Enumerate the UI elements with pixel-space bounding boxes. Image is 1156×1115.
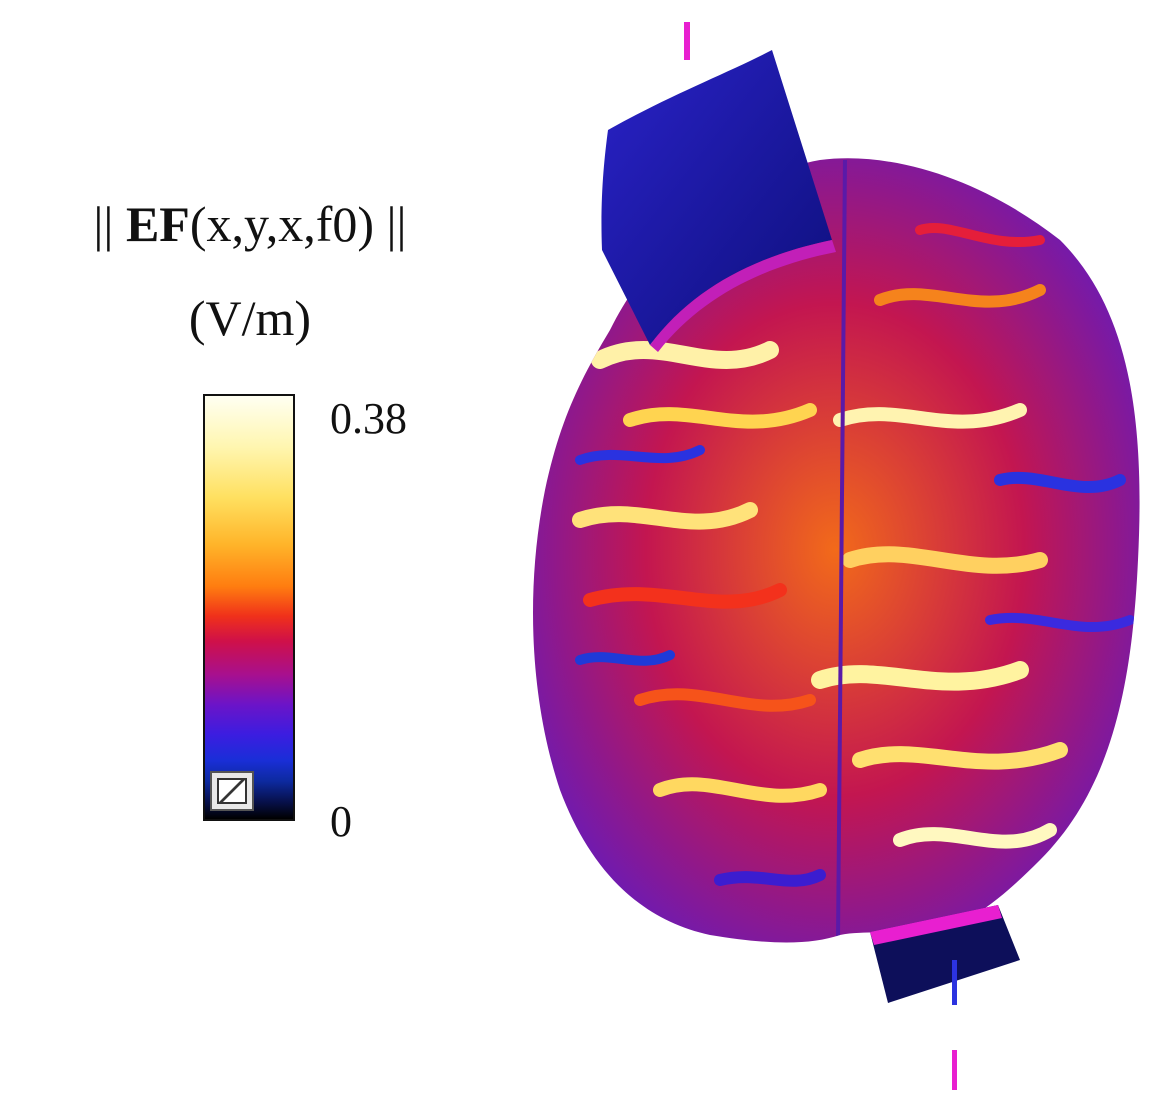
title-bold: EF — [125, 196, 190, 252]
title-open: || — [93, 196, 126, 252]
colorbar-title: || EF(x,y,x,f0) || — [0, 196, 500, 252]
bottom-electrode-wire — [952, 960, 957, 1090]
top-electrode-pad — [601, 50, 832, 345]
title-rest: (x,y,x,f0) || — [189, 196, 407, 252]
colorbar-min-label: 0 — [330, 797, 352, 846]
colorbar — [203, 394, 295, 821]
colormap-toggle-icon[interactable] — [210, 771, 254, 811]
brain-field-render — [532, 22, 1140, 1090]
colorbar-unit: (V/m) — [188, 290, 312, 346]
colorbar-max-label: 0.38 — [330, 394, 407, 443]
